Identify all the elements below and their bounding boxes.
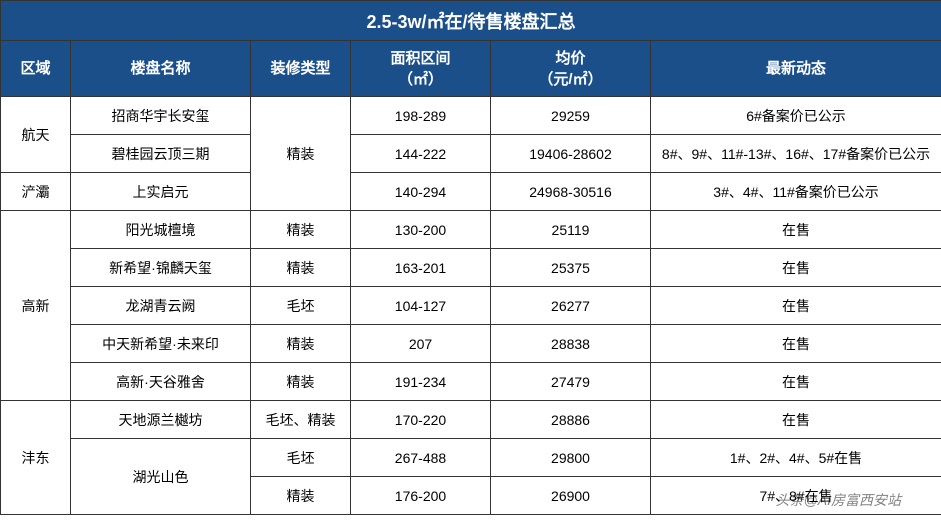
- cell-size: 198-289: [351, 97, 491, 135]
- header-area: 区域: [1, 41, 71, 97]
- cell-name: 湖光山色: [71, 439, 251, 515]
- cell-price: 28838: [491, 325, 651, 363]
- cell-deco: 精装: [251, 97, 351, 211]
- cell-name: 新希望·锦麟天玺: [71, 249, 251, 287]
- cell-deco: 毛坯: [251, 439, 351, 477]
- cell-name: 天地源兰樾坊: [71, 401, 251, 439]
- cell-name: 龙湖青云阙: [71, 287, 251, 325]
- table-body: 航天招商华宇长安玺精装198-289292596#备案价已公示碧桂园云顶三期14…: [1, 97, 941, 515]
- cell-name: 高新·天谷雅舍: [71, 363, 251, 401]
- cell-price: 19406-28602: [491, 135, 651, 173]
- cell-size: 176-200: [351, 477, 491, 515]
- cell-size: 191-234: [351, 363, 491, 401]
- cell-price: 26277: [491, 287, 651, 325]
- cell-deco: 精装: [251, 477, 351, 515]
- cell-note: 在售: [651, 211, 941, 249]
- cell-price: 27479: [491, 363, 651, 401]
- cell-area: 高新: [1, 211, 71, 401]
- cell-area: 航天: [1, 97, 71, 173]
- cell-deco: 毛坯: [251, 287, 351, 325]
- cell-size: 207: [351, 325, 491, 363]
- cell-name: 招商华宇长安玺: [71, 97, 251, 135]
- cell-note: 在售: [651, 325, 941, 363]
- cell-deco: 精装: [251, 363, 351, 401]
- header-note: 最新动态: [651, 41, 941, 97]
- table-row: 湖光山色毛坯267-488298001#、2#、4#、5#在售: [1, 439, 941, 477]
- cell-note: 3#、4#、11#备案价已公示: [651, 173, 941, 211]
- cell-area: 浐灞: [1, 173, 71, 211]
- cell-size: 170-220: [351, 401, 491, 439]
- table-header-row: 区域 楼盘名称 装修类型 面积区间（㎡） 均价（元/㎡） 最新动态: [1, 41, 941, 97]
- cell-deco: 精装: [251, 325, 351, 363]
- header-name: 楼盘名称: [71, 41, 251, 97]
- cell-name: 上实启元: [71, 173, 251, 211]
- table-title: 2.5-3w/㎡在/待售楼盘汇总: [1, 1, 941, 41]
- table-row: 浐灞上实启元 140-29424968-305163#、4#、11#备案价已公示: [1, 173, 941, 211]
- table-row: 高新·天谷雅舍精装191-23427479在售: [1, 363, 941, 401]
- table-row: 碧桂园云顶三期 144-22219406-286028#、9#、11#-13#、1…: [1, 135, 941, 173]
- cell-size: 144-222: [351, 135, 491, 173]
- header-deco: 装修类型: [251, 41, 351, 97]
- cell-note: 7#、8#在售: [651, 477, 941, 515]
- cell-size: 130-200: [351, 211, 491, 249]
- cell-size: 163-201: [351, 249, 491, 287]
- header-price: 均价（元/㎡）: [491, 41, 651, 97]
- cell-price: 26900: [491, 477, 651, 515]
- cell-name: 中天新希望·未来印: [71, 325, 251, 363]
- table-row: 龙湖青云阙毛坯104-12726277在售: [1, 287, 941, 325]
- cell-price: 29259: [491, 97, 651, 135]
- cell-note: 在售: [651, 363, 941, 401]
- cell-note: 在售: [651, 249, 941, 287]
- table-row: 高新阳光城檀境精装130-20025119在售: [1, 211, 941, 249]
- header-size: 面积区间（㎡）: [351, 41, 491, 97]
- cell-price: 28886: [491, 401, 651, 439]
- cell-name: 碧桂园云顶三期: [71, 135, 251, 173]
- cell-note: 在售: [651, 401, 941, 439]
- cell-note: 在售: [651, 287, 941, 325]
- cell-price: 25119: [491, 211, 651, 249]
- cell-deco: 毛坯、精装: [251, 401, 351, 439]
- cell-price: 25375: [491, 249, 651, 287]
- cell-note: 6#备案价已公示: [651, 97, 941, 135]
- property-summary-table: 2.5-3w/㎡在/待售楼盘汇总 区域 楼盘名称 装修类型 面积区间（㎡） 均价…: [0, 0, 941, 515]
- table-row: 中天新希望·未来印精装20728838在售: [1, 325, 941, 363]
- cell-deco: 精装: [251, 211, 351, 249]
- table-row: 沣东天地源兰樾坊毛坯、精装170-22028886在售: [1, 401, 941, 439]
- cell-note: 8#、9#、11#-13#、16#、17#备案价已公示: [651, 135, 941, 173]
- cell-deco: 精装: [251, 249, 351, 287]
- cell-size: 104-127: [351, 287, 491, 325]
- cell-price: 24968-30516: [491, 173, 651, 211]
- cell-area: 沣东: [1, 401, 71, 515]
- cell-note: 1#、2#、4#、5#在售: [651, 439, 941, 477]
- cell-size: 267-488: [351, 439, 491, 477]
- cell-name: 阳光城檀境: [71, 211, 251, 249]
- table-row: 航天招商华宇长安玺精装198-289292596#备案价已公示: [1, 97, 941, 135]
- table-row: 新希望·锦麟天玺精装163-20125375在售: [1, 249, 941, 287]
- cell-size: 140-294: [351, 173, 491, 211]
- cell-price: 29800: [491, 439, 651, 477]
